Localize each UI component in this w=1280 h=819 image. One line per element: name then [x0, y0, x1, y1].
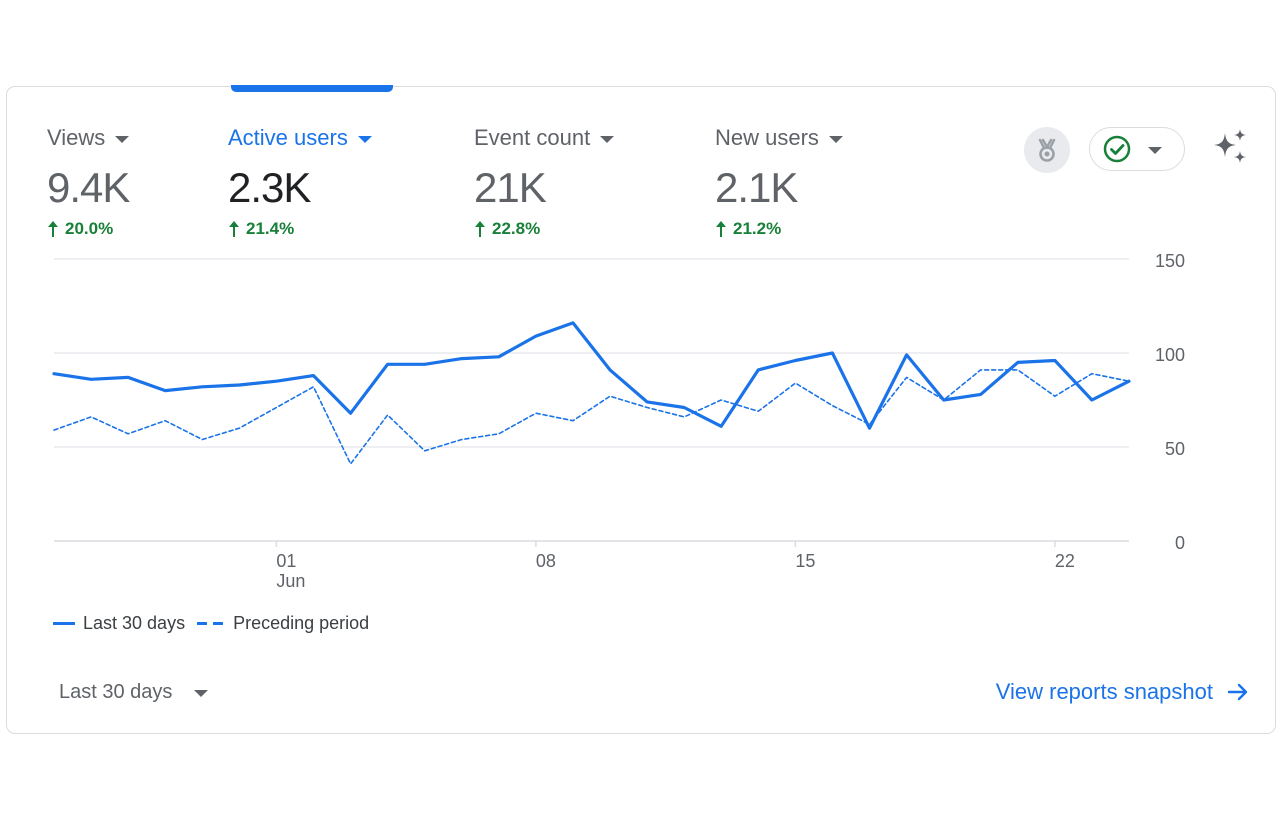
metric-label-row: New users: [715, 123, 843, 153]
arrow-right-icon: [1227, 683, 1248, 701]
chart-legend: Last 30 days Preceding period: [53, 613, 369, 634]
legend-current-label: Last 30 days: [83, 613, 186, 633]
chevron-down-icon: [1148, 146, 1162, 154]
chevron-down-icon: [194, 690, 209, 697]
metric-delta: 21.2%: [715, 219, 843, 239]
metric-value: 21K: [474, 164, 547, 211]
line-chart: 150 100 50 0 01 Jun 08 15 22: [7, 247, 1275, 607]
check-circle-icon: [1103, 135, 1131, 163]
metric-label-row: Views: [47, 123, 130, 153]
metric-delta-value: 21.2%: [733, 219, 782, 238]
metric-delta: 22.8%: [474, 219, 614, 239]
metric-views[interactable]: Views 9.4K 20.0%: [47, 123, 130, 239]
metric-value: 2.1K: [715, 164, 798, 211]
x-tick-label: 22: [1055, 551, 1075, 571]
metric-delta-value: 20.0%: [65, 219, 114, 238]
view-reports-snapshot-link[interactable]: View reports snapshot: [996, 679, 1249, 705]
y-tick-label: 50: [1165, 439, 1185, 459]
metric-label: Event count: [474, 125, 591, 150]
chevron-down-icon: [115, 135, 130, 143]
y-tick-label: 100: [1155, 345, 1185, 365]
metric-delta: 20.0%: [47, 219, 129, 239]
sparkle-icon: [1214, 129, 1246, 163]
legend-solid-swatch: [53, 622, 75, 625]
data-status-button[interactable]: [1089, 127, 1185, 171]
metric-delta: 21.4%: [228, 219, 372, 239]
metric-label: Views: [47, 125, 106, 150]
chevron-down-icon: [600, 135, 615, 143]
insights-button[interactable]: [1024, 127, 1070, 173]
metric-label-row: Event count: [474, 123, 615, 153]
chevron-down-icon: [828, 135, 843, 143]
arrow-up-icon: [715, 221, 727, 237]
view-link-label: View reports snapshot: [995, 679, 1213, 704]
x-tick-label: 15: [795, 551, 815, 571]
legend-dashed-swatch: [197, 622, 226, 625]
legend-previous-label: Preceding period: [233, 613, 370, 633]
metric-active-users[interactable]: Active users 2.3K 21.4%: [228, 123, 372, 239]
arrow-up-icon: [474, 221, 486, 237]
x-tick-label: 01: [276, 551, 296, 571]
metric-event-count[interactable]: Event count 21K 22.8%: [474, 123, 615, 239]
metric-delta-value: 22.8%: [492, 219, 541, 238]
arrow-up-icon: [47, 221, 59, 237]
analytics-card: Views 9.4K 20.0% Active users 2.3K 21.4%…: [6, 85, 1276, 734]
metric-label-row: Active users: [228, 123, 372, 153]
y-tick-label: 0: [1175, 533, 1185, 553]
metric-label: Active users: [228, 125, 348, 150]
medal-icon: [1038, 138, 1056, 162]
y-tick-label: 150: [1155, 251, 1185, 271]
ai-insights-button[interactable]: [1209, 125, 1253, 169]
arrow-up-icon: [228, 221, 240, 237]
metric-label: New users: [715, 125, 819, 150]
active-tab-indicator: [231, 85, 393, 92]
chevron-down-icon: [357, 135, 372, 143]
date-range-label: Last 30 days: [59, 681, 173, 703]
metric-new-users[interactable]: New users 2.1K 21.2%: [715, 123, 843, 239]
series-line-preceding-period: [53, 369, 1130, 465]
x-tick-label: 08: [536, 551, 556, 571]
metric-value: 9.4K: [47, 164, 130, 211]
date-range-selector[interactable]: Last 30 days: [59, 681, 209, 704]
metric-value: 2.3K: [228, 164, 311, 211]
series-line-last-30-days: [52, 321, 1131, 430]
x-tick-sublabel: Jun: [276, 571, 305, 591]
metric-delta-value: 21.4%: [246, 219, 295, 238]
